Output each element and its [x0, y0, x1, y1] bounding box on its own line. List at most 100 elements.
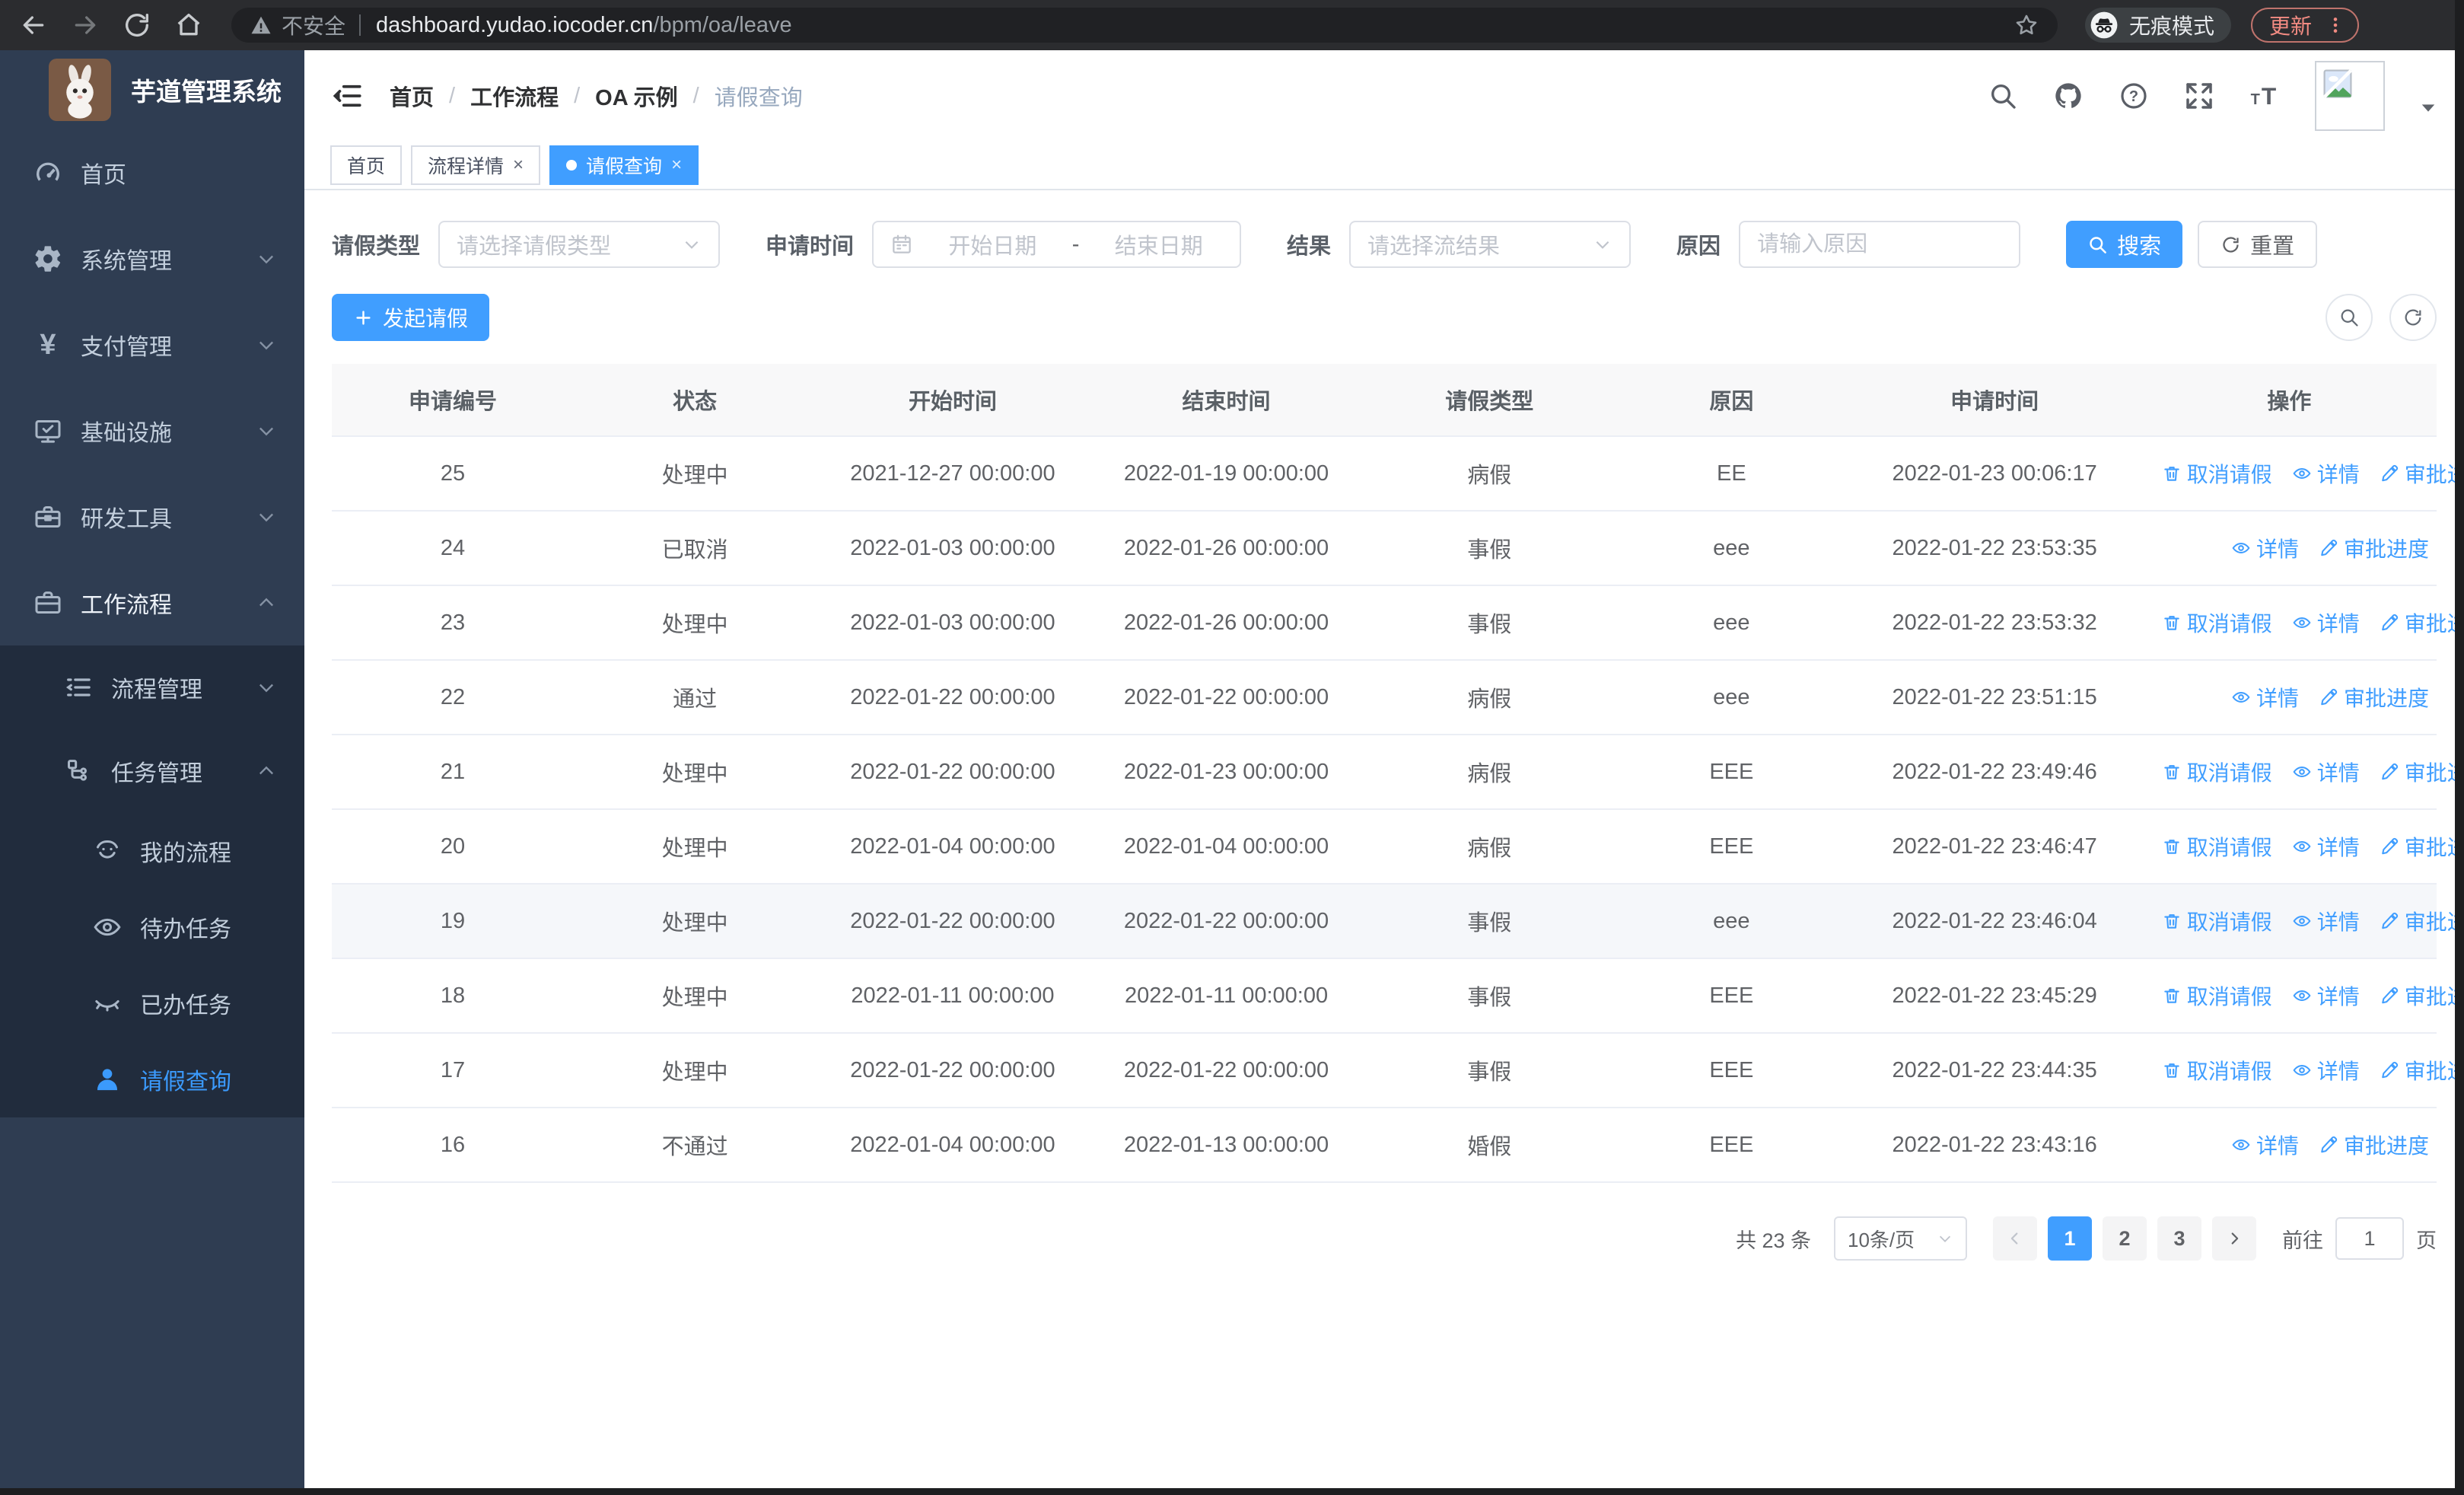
detail-link[interactable]: 详情	[2231, 682, 2299, 712]
reload-icon[interactable]	[122, 10, 152, 40]
cancel-leave-link[interactable]: 取消请假	[2162, 906, 2272, 936]
detail-link[interactable]: 详情	[2292, 980, 2360, 1011]
goto-page-input[interactable]	[2335, 1217, 2404, 1260]
tab-流程详情[interactable]: 流程详情 ×	[411, 145, 541, 185]
detail-link[interactable]: 详情	[2231, 1130, 2299, 1160]
cell-apply: 2022-01-22 23:46:04	[1847, 884, 2142, 959]
page-button-1[interactable]: 1	[2048, 1216, 2092, 1261]
breadcrumb-item[interactable]: 首页	[390, 86, 435, 110]
detail-link[interactable]: 详情	[2292, 458, 2360, 489]
search-icon[interactable]	[1988, 81, 2018, 111]
github-icon[interactable]	[2053, 81, 2084, 111]
sidebar-item-todo-tasks[interactable]: 待办任务	[0, 889, 304, 965]
security-label[interactable]: 不安全	[282, 14, 346, 38]
approval-progress-link[interactable]: 审批进度	[2380, 458, 2464, 489]
sidebar-item-infra[interactable]: 基础设施	[0, 387, 304, 473]
bookmark-star-icon[interactable]	[2014, 12, 2039, 38]
detail-link[interactable]: 详情	[2292, 757, 2360, 787]
help-icon[interactable]: ?	[2119, 81, 2149, 111]
approval-progress-link[interactable]: 审批进度	[2380, 831, 2464, 862]
not-secure-warning-icon[interactable]	[250, 14, 272, 37]
result-select[interactable]: 请选择流结果	[1349, 221, 1632, 268]
page-button-2[interactable]: 2	[2103, 1216, 2147, 1261]
detail-link[interactable]: 详情	[2231, 533, 2299, 563]
sidebar-item-label: 系统管理	[81, 248, 172, 274]
cell-type: 病假	[1363, 660, 1616, 735]
cell-apply: 2022-01-22 23:49:46	[1847, 735, 2142, 810]
date-end-placeholder[interactable]: 结束日期	[1114, 234, 1203, 259]
fullscreen-icon[interactable]	[2184, 81, 2214, 111]
close-tab-icon[interactable]: ×	[671, 155, 683, 175]
approval-progress-link[interactable]: 审批进度	[2380, 607, 2464, 638]
detail-link[interactable]: 详情	[2292, 831, 2360, 862]
address-bar[interactable]: 不安全 dashboard.yudao.iocoder.cn/bpm/oa/le…	[231, 8, 2058, 43]
cancel-leave-link[interactable]: 取消请假	[2162, 458, 2272, 489]
approval-progress-link[interactable]: 审批进度	[2380, 1055, 2464, 1085]
detail-link[interactable]: 详情	[2292, 607, 2360, 638]
cell-status: 不通过	[574, 1108, 817, 1183]
sidebar-item-my-process[interactable]: 我的流程	[0, 813, 304, 889]
action-label: 详情	[2255, 537, 2299, 561]
detail-link[interactable]: 详情	[2292, 906, 2360, 936]
cancel-leave-link[interactable]: 取消请假	[2162, 607, 2272, 638]
approval-progress-link[interactable]: 审批进度	[2319, 533, 2429, 563]
page-button-3[interactable]: 3	[2157, 1216, 2201, 1261]
toggle-search-button[interactable]	[2326, 294, 2373, 341]
eye-icon	[2292, 1060, 2312, 1080]
cancel-leave-link[interactable]: 取消请假	[2162, 980, 2272, 1011]
sidebar-item-home[interactable]: 首页	[0, 129, 304, 215]
app-logo-row[interactable]: 芋道管理系统	[0, 50, 304, 129]
apply-time-range-picker[interactable]: 开始日期 - 结束日期	[872, 221, 1242, 268]
sidebar-item-devtools[interactable]: 研发工具	[0, 473, 304, 559]
leave-type-select[interactable]: 请选择请假类型	[438, 221, 721, 268]
task-tree-icon	[61, 755, 96, 787]
cell-actions: 取消请假 详情 审批进度	[2141, 1033, 2464, 1108]
sidebar-item-task-mgmt[interactable]: 任务管理	[0, 729, 304, 813]
cell-start: 2021-12-27 00:00:00	[816, 436, 1090, 512]
sidebar-item-payment[interactable]: ¥ 支付管理	[0, 301, 304, 387]
breadcrumb-item[interactable]: 工作流程	[470, 86, 559, 110]
sidebar-item-done-tasks[interactable]: 已办任务	[0, 965, 304, 1041]
browser-update-menu-button[interactable]: 更新	[2251, 8, 2360, 43]
url-text[interactable]: dashboard.yudao.iocoder.cn/bpm/oa/leave	[376, 13, 792, 38]
tab-请假查询[interactable]: 请假查询 ×	[549, 145, 699, 185]
date-start-placeholder[interactable]: 开始日期	[948, 234, 1037, 259]
eye-icon	[2292, 911, 2312, 931]
cell-id: 22	[332, 660, 575, 735]
approval-progress-link[interactable]: 审批进度	[2319, 1130, 2429, 1160]
next-page-button[interactable]	[2212, 1216, 2256, 1261]
forward-icon[interactable]	[70, 10, 100, 40]
approval-progress-link[interactable]: 审批进度	[2380, 980, 2464, 1011]
avatar[interactable]	[2315, 61, 2385, 131]
tab-首页[interactable]: 首页	[330, 145, 403, 185]
sidebar-item-process-mgmt[interactable]: 流程管理	[0, 645, 304, 729]
close-tab-icon[interactable]: ×	[513, 155, 524, 175]
page-size-select[interactable]: 10条/页	[1834, 1216, 1967, 1261]
approval-progress-link[interactable]: 审批进度	[2380, 906, 2464, 936]
detail-link[interactable]: 详情	[2292, 1055, 2360, 1085]
refresh-table-button[interactable]	[2389, 294, 2437, 341]
approval-progress-link[interactable]: 审批进度	[2319, 682, 2429, 712]
caret-down-icon[interactable]	[2420, 102, 2437, 114]
table-row: 19 处理中 2022-01-22 00:00:00 2022-01-22 00:00…	[332, 884, 2464, 959]
eye-icon	[2231, 538, 2251, 558]
sidebar-item-leave-query[interactable]: 请假查询	[0, 1041, 304, 1117]
cancel-leave-link[interactable]: 取消请假	[2162, 831, 2272, 862]
back-icon[interactable]	[18, 10, 49, 40]
reset-button[interactable]: 重置	[2198, 221, 2318, 268]
approval-progress-link[interactable]: 审批进度	[2380, 757, 2464, 787]
cell-apply: 2022-01-22 23:53:32	[1847, 585, 2142, 661]
sidebar-item-system[interactable]: 系统管理	[0, 215, 304, 301]
reason-input[interactable]	[1739, 221, 2021, 268]
breadcrumb-item[interactable]: OA 示例	[595, 86, 678, 110]
sidebar-collapse-icon[interactable]	[332, 80, 364, 112]
create-leave-button[interactable]: 发起请假	[332, 294, 490, 341]
search-button[interactable]: 搜索	[2066, 221, 2183, 268]
eye-icon	[2231, 687, 2251, 707]
prev-page-button[interactable]	[1993, 1216, 2037, 1261]
sidebar-item-workflow[interactable]: 工作流程	[0, 559, 304, 645]
cancel-leave-link[interactable]: 取消请假	[2162, 757, 2272, 787]
cancel-leave-link[interactable]: 取消请假	[2162, 1055, 2272, 1085]
home-icon[interactable]	[173, 10, 204, 40]
